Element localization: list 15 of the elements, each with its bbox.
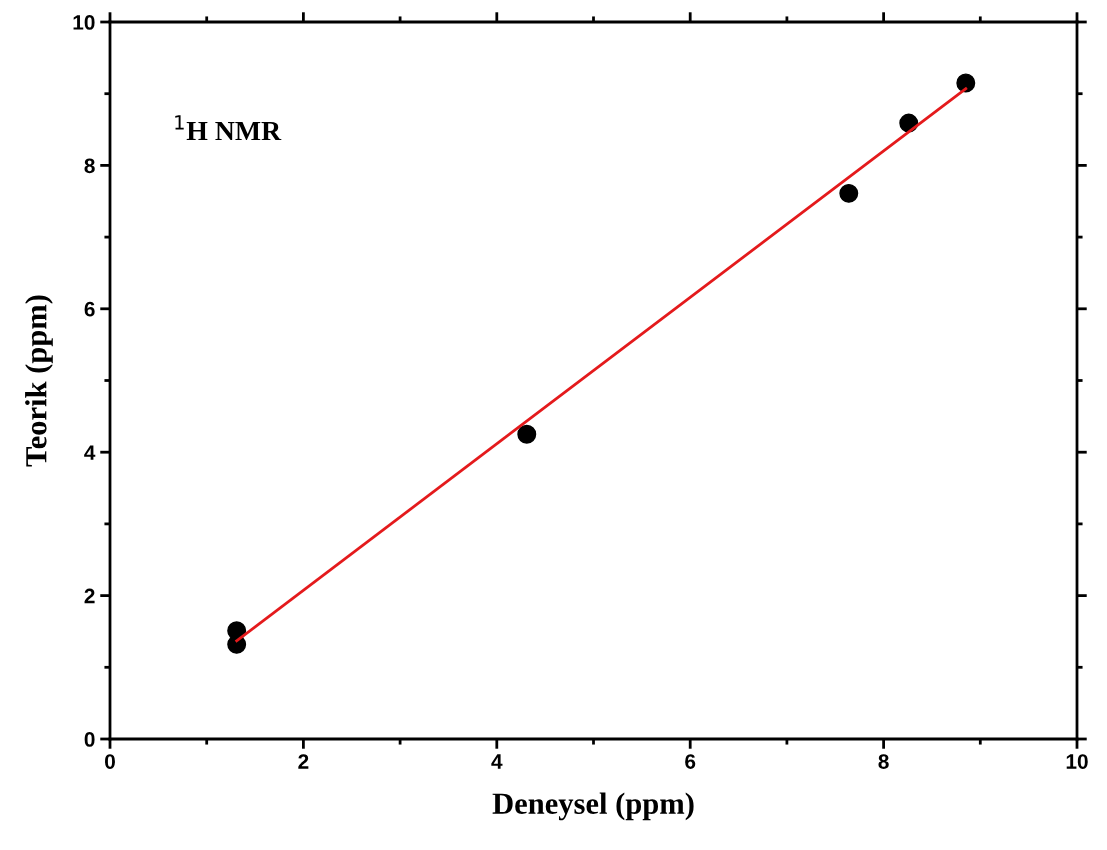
x-tick-label: 4 xyxy=(491,754,503,769)
x-tick-label: 10 xyxy=(1066,754,1088,769)
x-axis-title: Deneysel (ppm) xyxy=(492,792,694,821)
x-tick-label: 8 xyxy=(878,754,889,769)
y-tick-label: 0 xyxy=(84,732,95,747)
y-tick-label: 10 xyxy=(73,15,95,30)
y-tick-label: 6 xyxy=(84,301,95,317)
y-tick-label: 8 xyxy=(84,158,95,174)
y-tick-label: 4 xyxy=(84,445,96,460)
x-tick-label: 0 xyxy=(105,754,115,769)
annotation: $^{1}$H NMR xyxy=(175,115,282,141)
y-axis-title: Teorik (ppm) xyxy=(25,295,53,467)
x-tick-label: 2 xyxy=(298,754,309,769)
x-tick-label: 6 xyxy=(685,754,696,769)
y-tick-label: 2 xyxy=(84,588,95,604)
